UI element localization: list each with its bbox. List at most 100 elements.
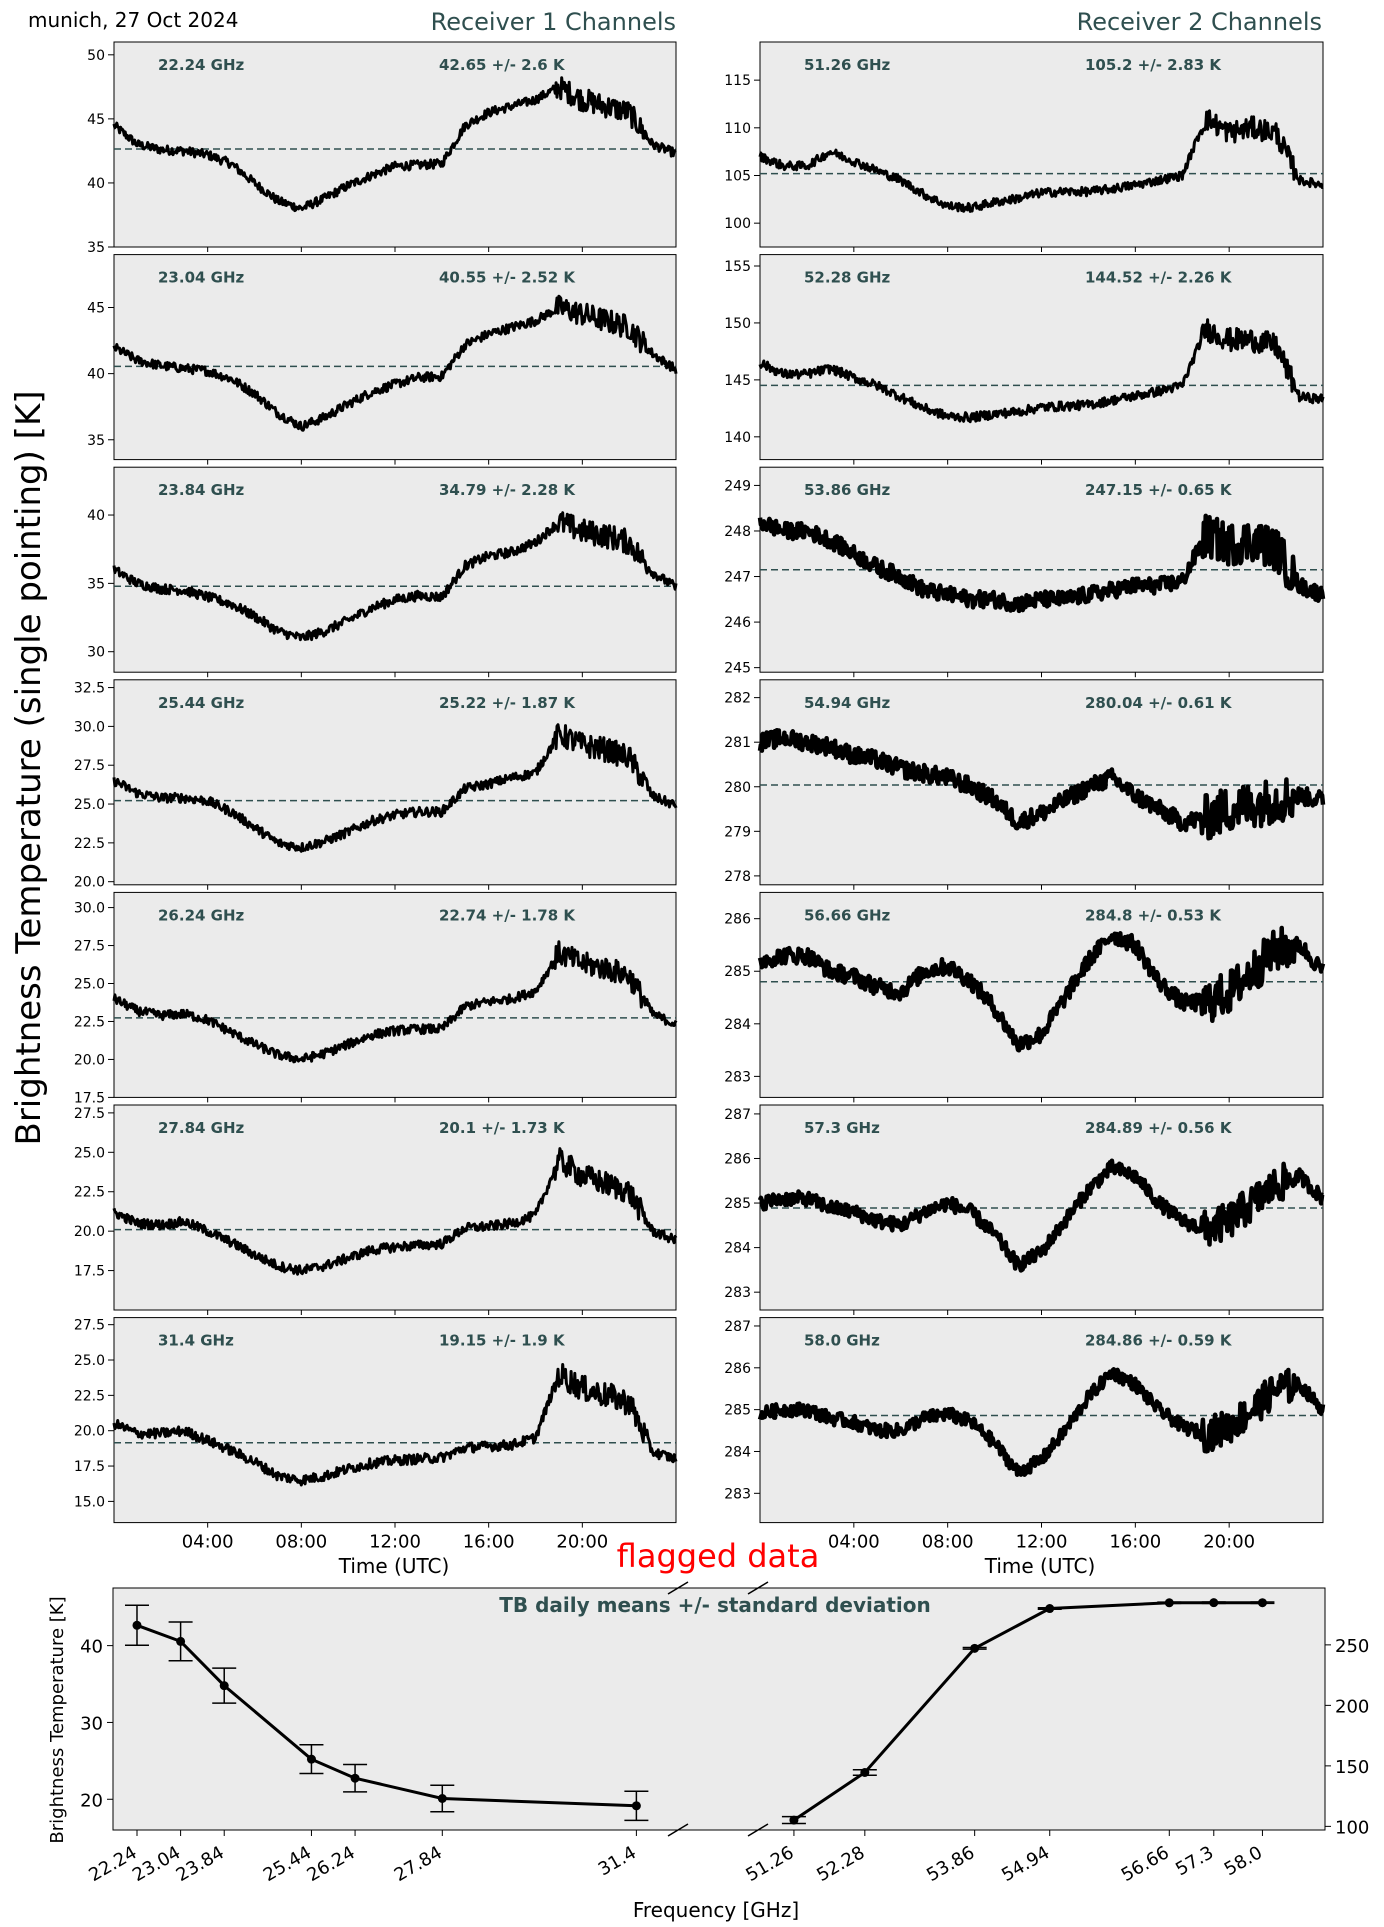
receiver2-panel-5: 283 284 285 286 56.66 GHz 284.8 +/- 0.53 K <box>724 891 1326 1103</box>
tb-series-line <box>112 723 678 853</box>
mean-point <box>306 1754 316 1764</box>
panel-background <box>113 466 677 673</box>
mean-point <box>631 1801 641 1811</box>
channel-frequency-label: 25.44 GHz <box>158 694 245 712</box>
x-tick-label-time: 16:00 <box>1109 1532 1161 1553</box>
y-tick-label: 30 <box>87 645 105 661</box>
panel-background <box>759 41 1324 248</box>
channel-frequency-label: 53.86 GHz <box>804 481 891 499</box>
channel-frequency-label: 23.84 GHz <box>158 481 245 499</box>
y-tick-label: 285 <box>724 964 751 980</box>
panel-background <box>113 1317 677 1524</box>
channel-stat-label: 284.8 +/- 0.53 K <box>1085 906 1222 924</box>
x-tick-label-time: 12:00 <box>1016 1532 1068 1553</box>
y-tick-label: 105 <box>724 168 751 184</box>
y-tick-label: 20.0 <box>74 1224 105 1240</box>
mean-point <box>437 1794 447 1804</box>
y-tick-label: 155 <box>724 259 751 275</box>
y-tick-label: 200 <box>1335 1696 1369 1717</box>
y-tick-label: 110 <box>724 121 751 137</box>
y-tick-label: 249 <box>724 478 751 494</box>
y-tick-label: 284 <box>724 1241 751 1257</box>
y-tick-label: 45 <box>87 301 105 317</box>
channel-frequency-label: 57.3 GHz <box>804 1119 880 1137</box>
mean-point <box>1045 1604 1055 1614</box>
y-tick-label: 27.5 <box>74 1106 105 1122</box>
y-tick-label: 17.5 <box>74 1459 105 1475</box>
channel-frequency-label: 31.4 GHz <box>158 1332 234 1350</box>
y-tick-label: 30 <box>80 1713 103 1734</box>
y-tick-label: 35 <box>87 576 105 592</box>
y-tick-label: 20.0 <box>74 1424 105 1440</box>
receiver1-panel-4: 20.0 22.5 25.0 27.5 30.0 32.5 25.44 GHz 25.22 +… <box>74 679 678 891</box>
tb-series-line <box>757 1367 1326 1477</box>
y-tick-label: 40 <box>87 367 105 383</box>
receiver2-panel-7: 283 284 285 286 287 58.0 GHz 284.86 +/- 0.59 K <box>724 1317 1326 1528</box>
y-tick-label: 281 <box>724 735 751 751</box>
channel-stat-label: 22.74 +/- 1.78 K <box>439 906 576 924</box>
axis-break-mark <box>747 1581 769 1595</box>
y-tick-label: 285 <box>724 1403 751 1419</box>
channel-stat-label: 284.86 +/- 0.59 K <box>1085 1332 1233 1350</box>
y-tick-label: 278 <box>724 869 751 885</box>
y-tick-label: 283 <box>724 1486 751 1502</box>
channel-frequency-label: 23.04 GHz <box>158 269 245 287</box>
tb-series-line <box>112 511 678 642</box>
y-tick-label: 283 <box>724 1069 751 1085</box>
channel-stat-label: 247.15 +/- 0.65 K <box>1085 481 1233 499</box>
x-tick-label-time: 08:00 <box>275 1532 327 1553</box>
y-tick-label: 17.5 <box>74 1264 105 1280</box>
x-tick-label-frequency: 26.24 <box>304 1842 359 1886</box>
y-tick-label: 17.5 <box>74 1090 105 1106</box>
panel-background <box>113 1104 677 1311</box>
y-tick-label: 284 <box>724 1444 751 1460</box>
y-tick-label: 50 <box>87 48 105 64</box>
x-tick-label-time: 04:00 <box>182 1532 234 1553</box>
y-tick-label: 22.5 <box>74 1388 105 1404</box>
tb-series-line <box>112 1147 678 1276</box>
receiver1-panel-2: 35 40 45 23.04 GHz 40.55 +/- 2.52 K <box>87 254 678 465</box>
y-tick-label: 100 <box>1335 1817 1369 1838</box>
tb-series-line <box>758 109 1324 213</box>
receiver1-panel-1: 35 40 45 50 22.24 GHz 42.65 +/- 2.6 K <box>87 41 677 256</box>
channel-stat-label: 34.79 +/- 2.28 K <box>439 481 576 499</box>
tb-series-line <box>112 940 678 1064</box>
y-tick-label: 35 <box>87 433 105 449</box>
y-tick-label: 20.0 <box>74 875 105 891</box>
y-tick-label: 245 <box>724 661 751 677</box>
panel-background <box>759 679 1324 886</box>
channel-stat-label: 20.1 +/- 1.73 K <box>439 1119 566 1137</box>
x-tick-label-frequency: 31.4 <box>595 1842 640 1880</box>
y-tick-label: 287 <box>724 1107 751 1123</box>
y-tick-label: 282 <box>724 691 751 707</box>
y-tick-label: 279 <box>724 824 751 840</box>
x-tick-label-time: 16:00 <box>463 1532 515 1553</box>
channel-stat-label: 19.15 +/- 1.9 K <box>439 1332 566 1350</box>
y-tick-label: 286 <box>724 912 751 928</box>
receiver1-panel-3: 30 35 40 23.84 GHz 34.79 +/- 2.28 K <box>87 466 678 678</box>
panel-background <box>113 891 677 1098</box>
summary-x-axis-label: Frequency [GHz] <box>633 1898 799 1922</box>
panel-background <box>113 679 677 886</box>
y-tick-label: 145 <box>724 373 751 389</box>
receiver1-panel-6: 17.5 20.0 22.5 25.0 27.5 27.84 GHz 20.1 +/- 1.… <box>74 1104 678 1315</box>
y-tick-label: 20 <box>80 1790 103 1811</box>
channel-stat-label: 284.89 +/- 0.56 K <box>1085 1119 1233 1137</box>
channel-frequency-label: 54.94 GHz <box>804 694 891 712</box>
tb-series-line <box>757 925 1326 1053</box>
x-tick-label-frequency: 54.94 <box>998 1842 1053 1886</box>
y-tick-label: 32.5 <box>74 681 105 697</box>
panel-background <box>759 254 1324 461</box>
receiver1-panel-7: 15.0 17.5 20.0 22.5 25.0 27.5 31.4 GHz 19.15 +/… <box>74 1317 678 1528</box>
x-tick-label-time: 20:00 <box>556 1532 608 1553</box>
mean-point <box>350 1773 360 1783</box>
y-tick-label: 20.0 <box>74 1052 105 1068</box>
panel-background <box>759 891 1324 1098</box>
channel-frequency-label: 51.26 GHz <box>804 56 891 74</box>
channel-stat-label: 42.65 +/- 2.6 K <box>439 56 566 74</box>
receiver2-panel-1: 100 105 110 115 51.26 GHz 105.2 +/- 2.83 K <box>724 41 1324 252</box>
x-tick-label-frequency: 22.24 <box>85 1842 140 1886</box>
x-tick-label-frequency: 25.44 <box>260 1842 315 1886</box>
y-tick-label: 25.0 <box>74 977 105 993</box>
receiver2-panel-3: 245 246 247 248 249 53.86 GHz 247.15 +/- 0.65 … <box>724 466 1326 678</box>
